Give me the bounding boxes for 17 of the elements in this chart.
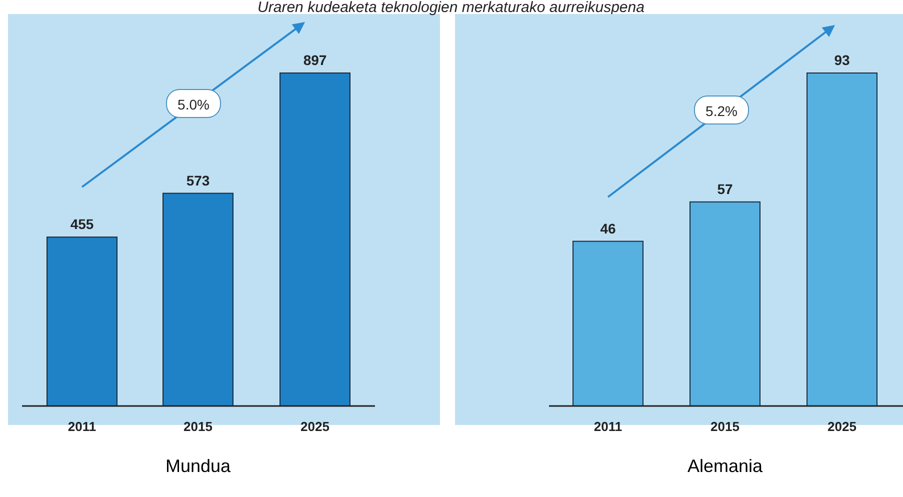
x-tick-label: 2015 (184, 419, 212, 434)
text: Uraren kudeaketa teknologien merkaturako aurreikuspena (258, 0, 644, 16)
data-label: 57 (717, 180, 733, 197)
x-axis-title: Mundua (165, 456, 232, 476)
x-tick-label: 2025 (300, 419, 330, 434)
data-label: 573 (186, 172, 210, 188)
data-label: 93 (834, 52, 850, 68)
x-tick-label: 2011 (68, 419, 96, 434)
x-tick-label: 2015 (710, 419, 740, 434)
x-axis-title: Alemania (687, 456, 764, 476)
annotation: 5.0% (178, 96, 210, 112)
x-tick-label: 2025 (828, 419, 856, 434)
annotation: 5.2% (706, 103, 738, 119)
x-tick-label: 2011 (594, 419, 622, 434)
data-label: 46 (600, 220, 616, 236)
data-label: 455 (70, 216, 94, 232)
data-label: 897 (303, 52, 327, 68)
